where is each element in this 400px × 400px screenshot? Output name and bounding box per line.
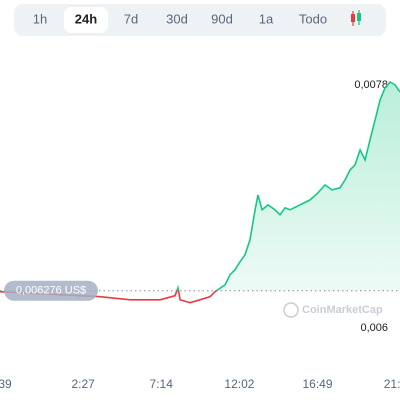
x-tick-label: 39 <box>0 377 12 391</box>
watermark-logo <box>283 302 299 318</box>
area <box>176 82 400 291</box>
watermark: CoinMarketCap <box>302 304 383 316</box>
icon-body <box>351 14 355 22</box>
plot: 0,006 0,0078 CoinMarketCap 0,006276 US$ 39 2:… <box>0 79 400 391</box>
tab[interactable]: 30d <box>166 11 188 26</box>
y-tick-label: 0,0078 <box>354 79 388 91</box>
reference-pill <box>4 280 98 301</box>
tab[interactable]: 90d <box>211 11 233 26</box>
x-tick-label: 16:49 <box>303 377 333 391</box>
tabs: 1h 24h 7d 30d 90d 1a Todo <box>33 7 327 33</box>
tab[interactable]: 1a <box>259 11 274 26</box>
tab[interactable]: 1h <box>33 11 47 26</box>
icon-body <box>357 13 361 21</box>
price-line <box>0 80 400 304</box>
x-tick-label: 12:02 <box>224 377 254 391</box>
x-tick-label: 21:3 <box>384 377 400 391</box>
tab[interactable]: 7d <box>124 11 138 26</box>
tab[interactable]: 24h <box>75 11 97 26</box>
x-tick-label: 7:14 <box>150 377 174 391</box>
x-tick-label: 2:27 <box>71 377 95 391</box>
y-tick-label: 0,006 <box>360 322 388 334</box>
selected-tab <box>64 7 108 33</box>
candle-icon[interactable] <box>351 10 361 26</box>
reference-label: 0,006276 US$ <box>16 285 86 297</box>
tab[interactable]: Todo <box>299 11 327 26</box>
